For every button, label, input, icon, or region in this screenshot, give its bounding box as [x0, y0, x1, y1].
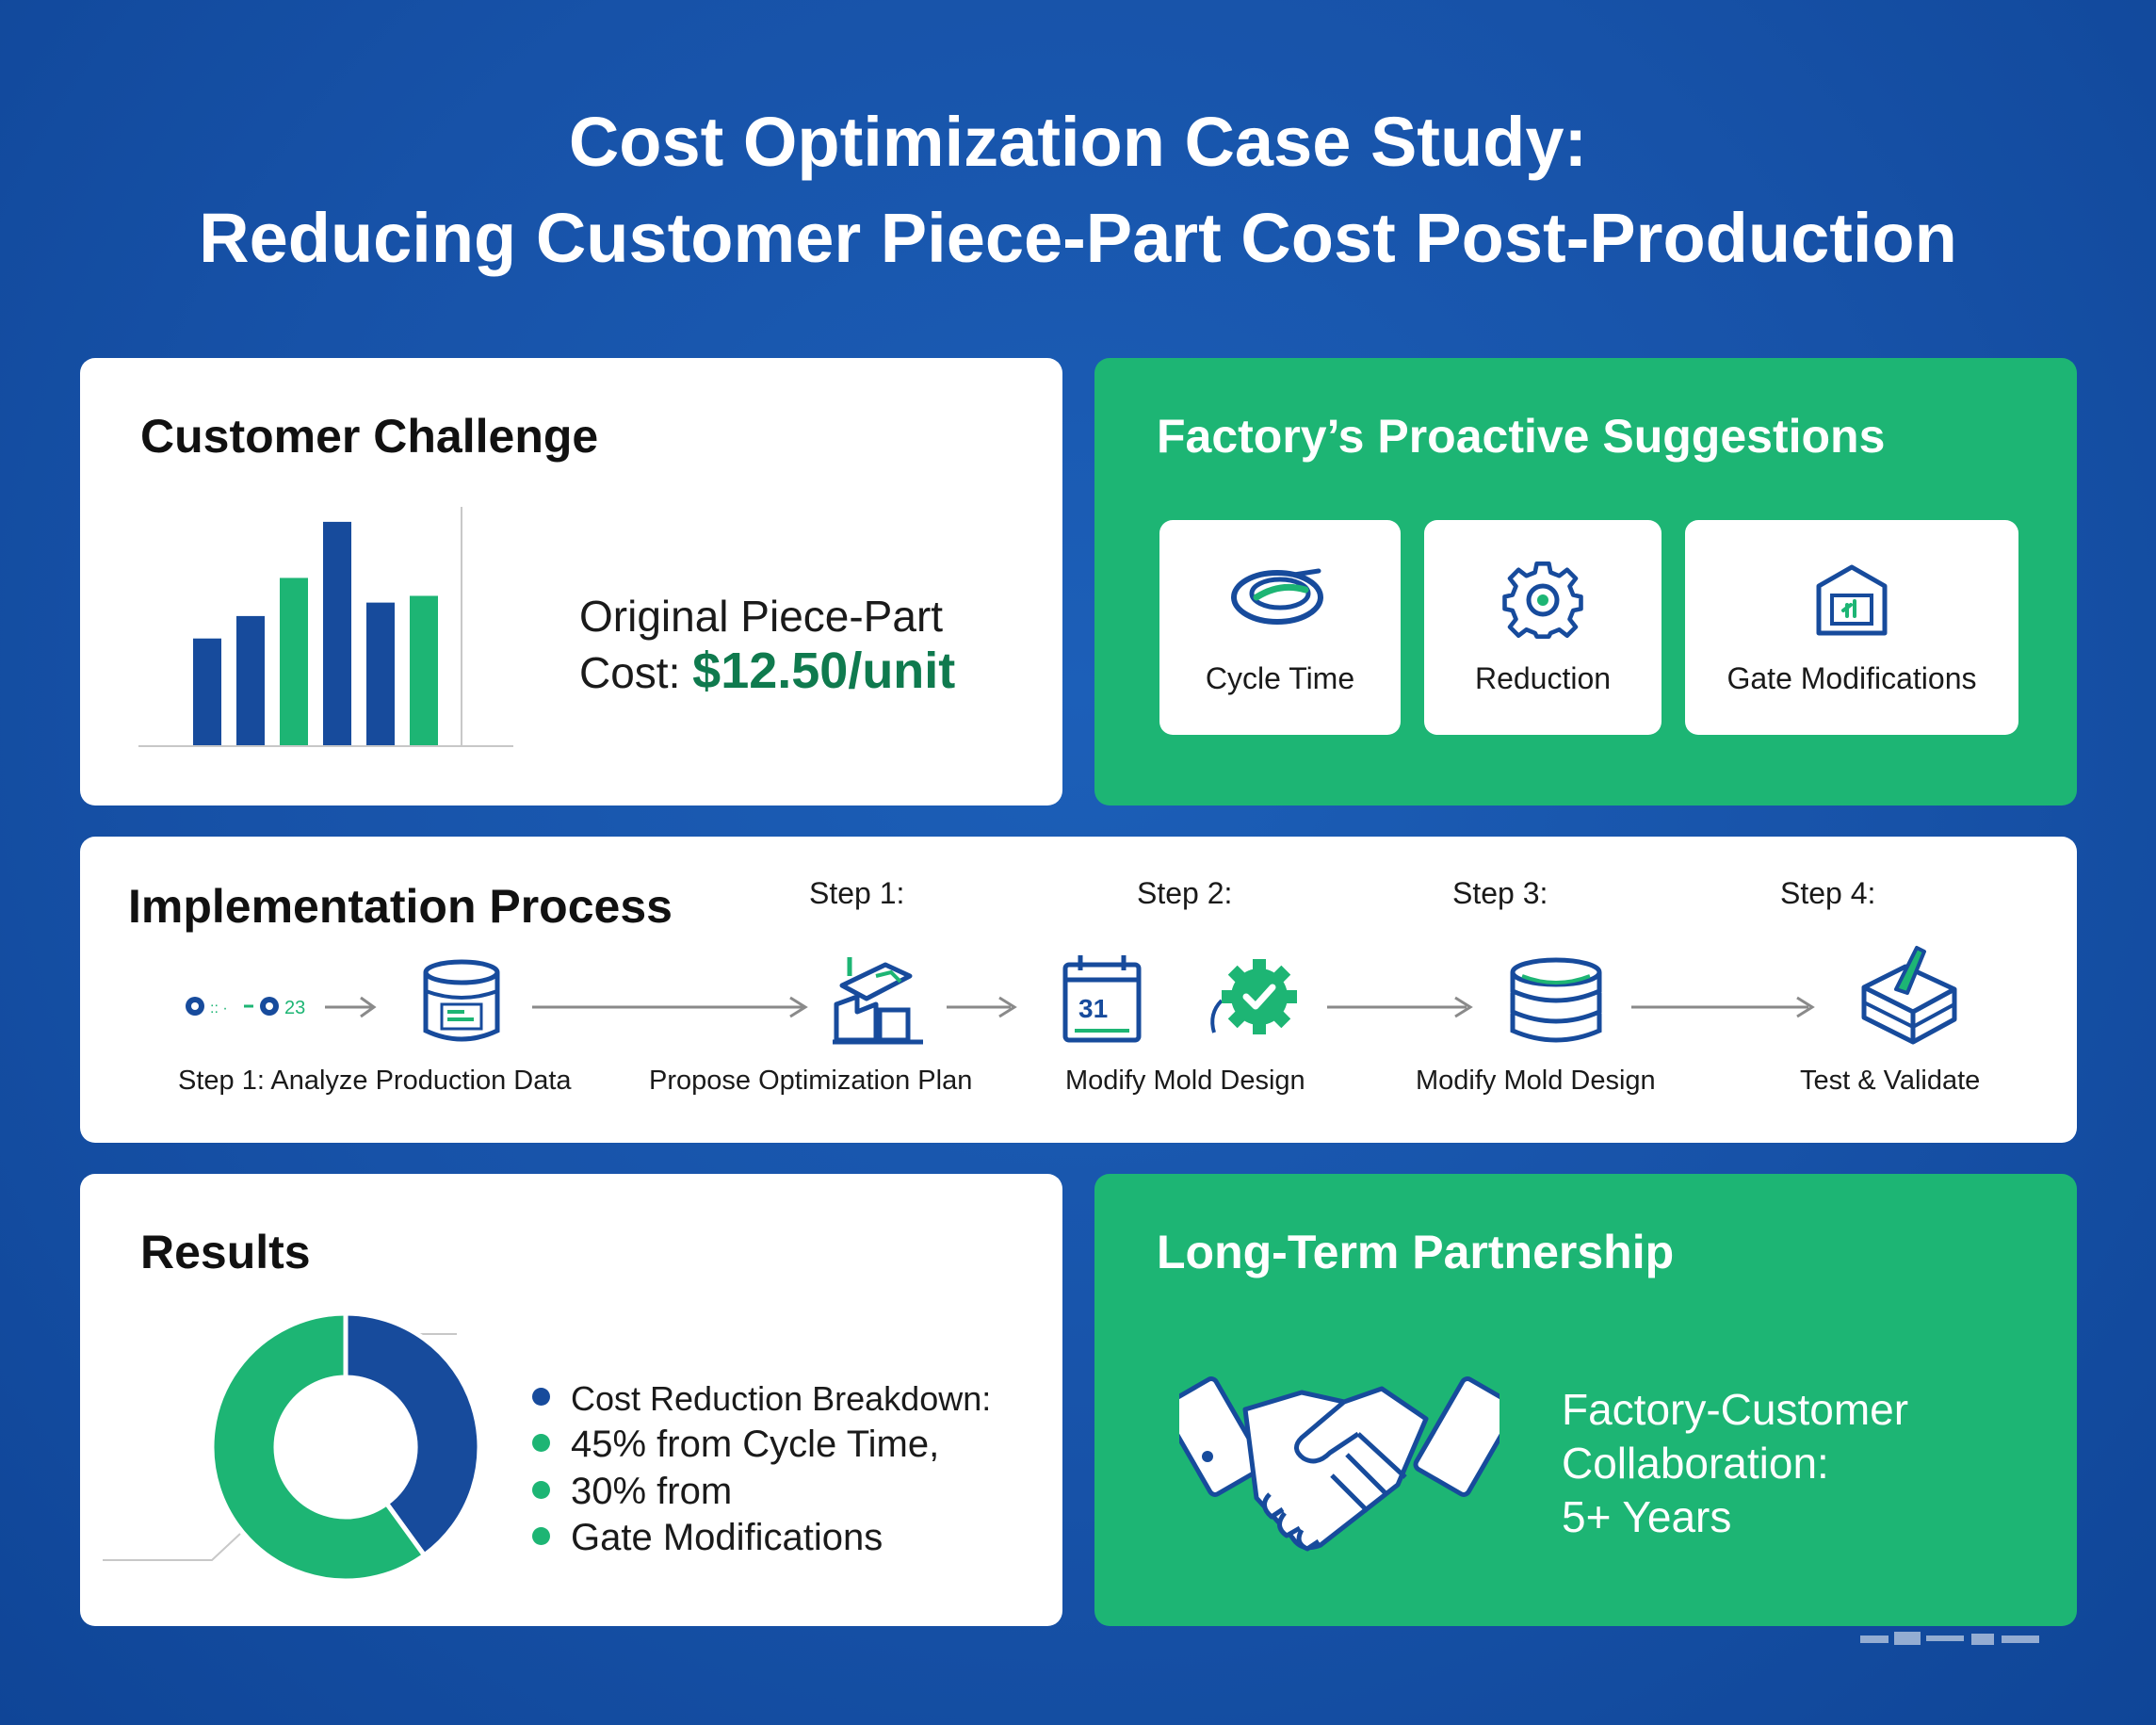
arrow-icon — [325, 996, 377, 1018]
title-line-2: Reducing Customer Piece-Part Cost Post-P… — [199, 199, 1957, 277]
step-2-header: Step 2: — [1137, 876, 1233, 910]
suggestion-label: Gate Modifications — [1726, 661, 1977, 695]
arrow-icon — [1631, 996, 1815, 1018]
step-label-propose: Propose Optimization Plan — [649, 1066, 973, 1096]
long-term-partnership-card: Long-Term Partnership Factory-Customer C… — [1094, 1174, 2077, 1626]
proactive-suggestions-card: Factory’s Proactive Suggestions Cycle Ti… — [1094, 358, 2077, 806]
bullet-item: 30% from — [532, 1471, 732, 1513]
donut-slice-1 — [343, 1315, 482, 1559]
ring-icon — [1231, 568, 1323, 625]
customer-challenge-heading: Customer Challenge — [140, 410, 599, 463]
suggestion-cycle-time: Cycle Time — [1159, 520, 1401, 735]
bullet-text: 45% from Cycle Time, — [571, 1424, 940, 1465]
results-heading: Results — [140, 1226, 311, 1278]
donut-slice-2 — [209, 1315, 428, 1584]
calendar-icon: 31 — [1062, 955, 1142, 1043]
cost-value: $12.50/unit — [692, 643, 956, 699]
suggestions-heading: Factory’s Proactive Suggestions — [1157, 410, 1886, 463]
handshake-icon — [1179, 1376, 1499, 1552]
bar-2 — [236, 615, 265, 746]
partnership-line: 5+ Years — [1562, 1492, 1732, 1541]
bullet-dot — [532, 1526, 550, 1545]
gear-icon — [1502, 561, 1583, 639]
dots-icon: :: · 23 — [186, 997, 305, 1018]
bullet-dot — [532, 1480, 550, 1499]
step-label-test: Test & Validate — [1800, 1066, 1981, 1096]
stack-icon — [1510, 957, 1602, 1043]
bar-5 — [366, 602, 395, 746]
suggestion-reduction: Reduction — [1424, 520, 1662, 735]
bar-6 — [410, 595, 438, 746]
bullet-item: Gate Modifications — [532, 1517, 883, 1559]
arrow-icon — [1327, 996, 1473, 1018]
partnership-heading: Long-Term Partnership — [1157, 1226, 1675, 1278]
factory-plan-icon — [833, 957, 923, 1045]
bar-1 — [193, 638, 221, 746]
bullet-dot — [532, 1387, 550, 1406]
step-3-header: Step 3: — [1452, 876, 1548, 910]
original-cost-text: Original Piece-Part Cost: $12.50/unit — [579, 589, 955, 700]
step-1-header: Step 1: — [809, 876, 905, 910]
bullet-item: Cost Reduction Breakdown: — [532, 1377, 991, 1420]
implementation-heading: Implementation Process — [128, 880, 673, 933]
page-title: Cost Optimization Case Study: Reducing C… — [0, 94, 2156, 286]
dots-glyph-text: 23 — [284, 998, 305, 1018]
step-label-modify-2: Modify Mold Design — [1416, 1066, 1656, 1096]
bullet-text: 30% from — [571, 1471, 733, 1512]
watermark-marks — [1860, 1632, 2039, 1645]
bar-4 — [323, 521, 351, 746]
results-card: Results Cost Reduction Breakdown: 45% fr… — [80, 1174, 1062, 1626]
cost-reduction-donut — [103, 1315, 482, 1584]
customer-challenge-card: Customer Challenge Original Piece-Part C… — [80, 358, 1062, 806]
suggestion-gate-modifications: Gate Modifications — [1685, 520, 2018, 735]
calendar-text: 31 — [1078, 994, 1108, 1023]
arrow-icon — [947, 996, 1017, 1018]
partnership-line: Factory-Customer — [1562, 1385, 1909, 1434]
bar-3 — [280, 578, 308, 746]
bullet-item: 45% from Cycle Time, — [532, 1424, 939, 1466]
step-label-modify-1: Modify Mold Design — [1065, 1066, 1305, 1096]
step-4-header: Step 4: — [1780, 876, 1876, 910]
bullet-text: Gate Modifications — [571, 1517, 883, 1558]
partnership-text: Factory-Customer Collaboration: 5+ Years — [1562, 1383, 1908, 1544]
cost-label-prefix: Cost: — [579, 648, 693, 697]
gate-icon — [1816, 564, 1888, 636]
step-label-analyze: Step 1: Analyze Production Data — [178, 1066, 572, 1096]
arrow-icon — [532, 996, 808, 1018]
implementation-process-card: Implementation Process Step 1: Step 2: S… — [80, 837, 2077, 1143]
bullet-text: Cost Reduction Breakdown: — [571, 1379, 992, 1418]
bullet-dot — [532, 1433, 550, 1452]
partnership-line: Collaboration: — [1562, 1439, 1829, 1488]
callout-line-bottom — [103, 1533, 241, 1561]
suggestion-label: Reduction — [1474, 661, 1612, 695]
database-icon — [423, 959, 500, 1042]
cost-label-line1: Original Piece-Part — [579, 592, 944, 641]
svg-text::: ·: :: · — [210, 1001, 228, 1017]
suggestion-label: Cycle Time — [1205, 661, 1355, 695]
cost-bar-chart — [138, 507, 513, 747]
title-line-1: Cost Optimization Case Study: — [568, 103, 1588, 181]
check-gear-icon — [1210, 959, 1297, 1034]
box-validate-icon — [1861, 946, 1957, 1045]
